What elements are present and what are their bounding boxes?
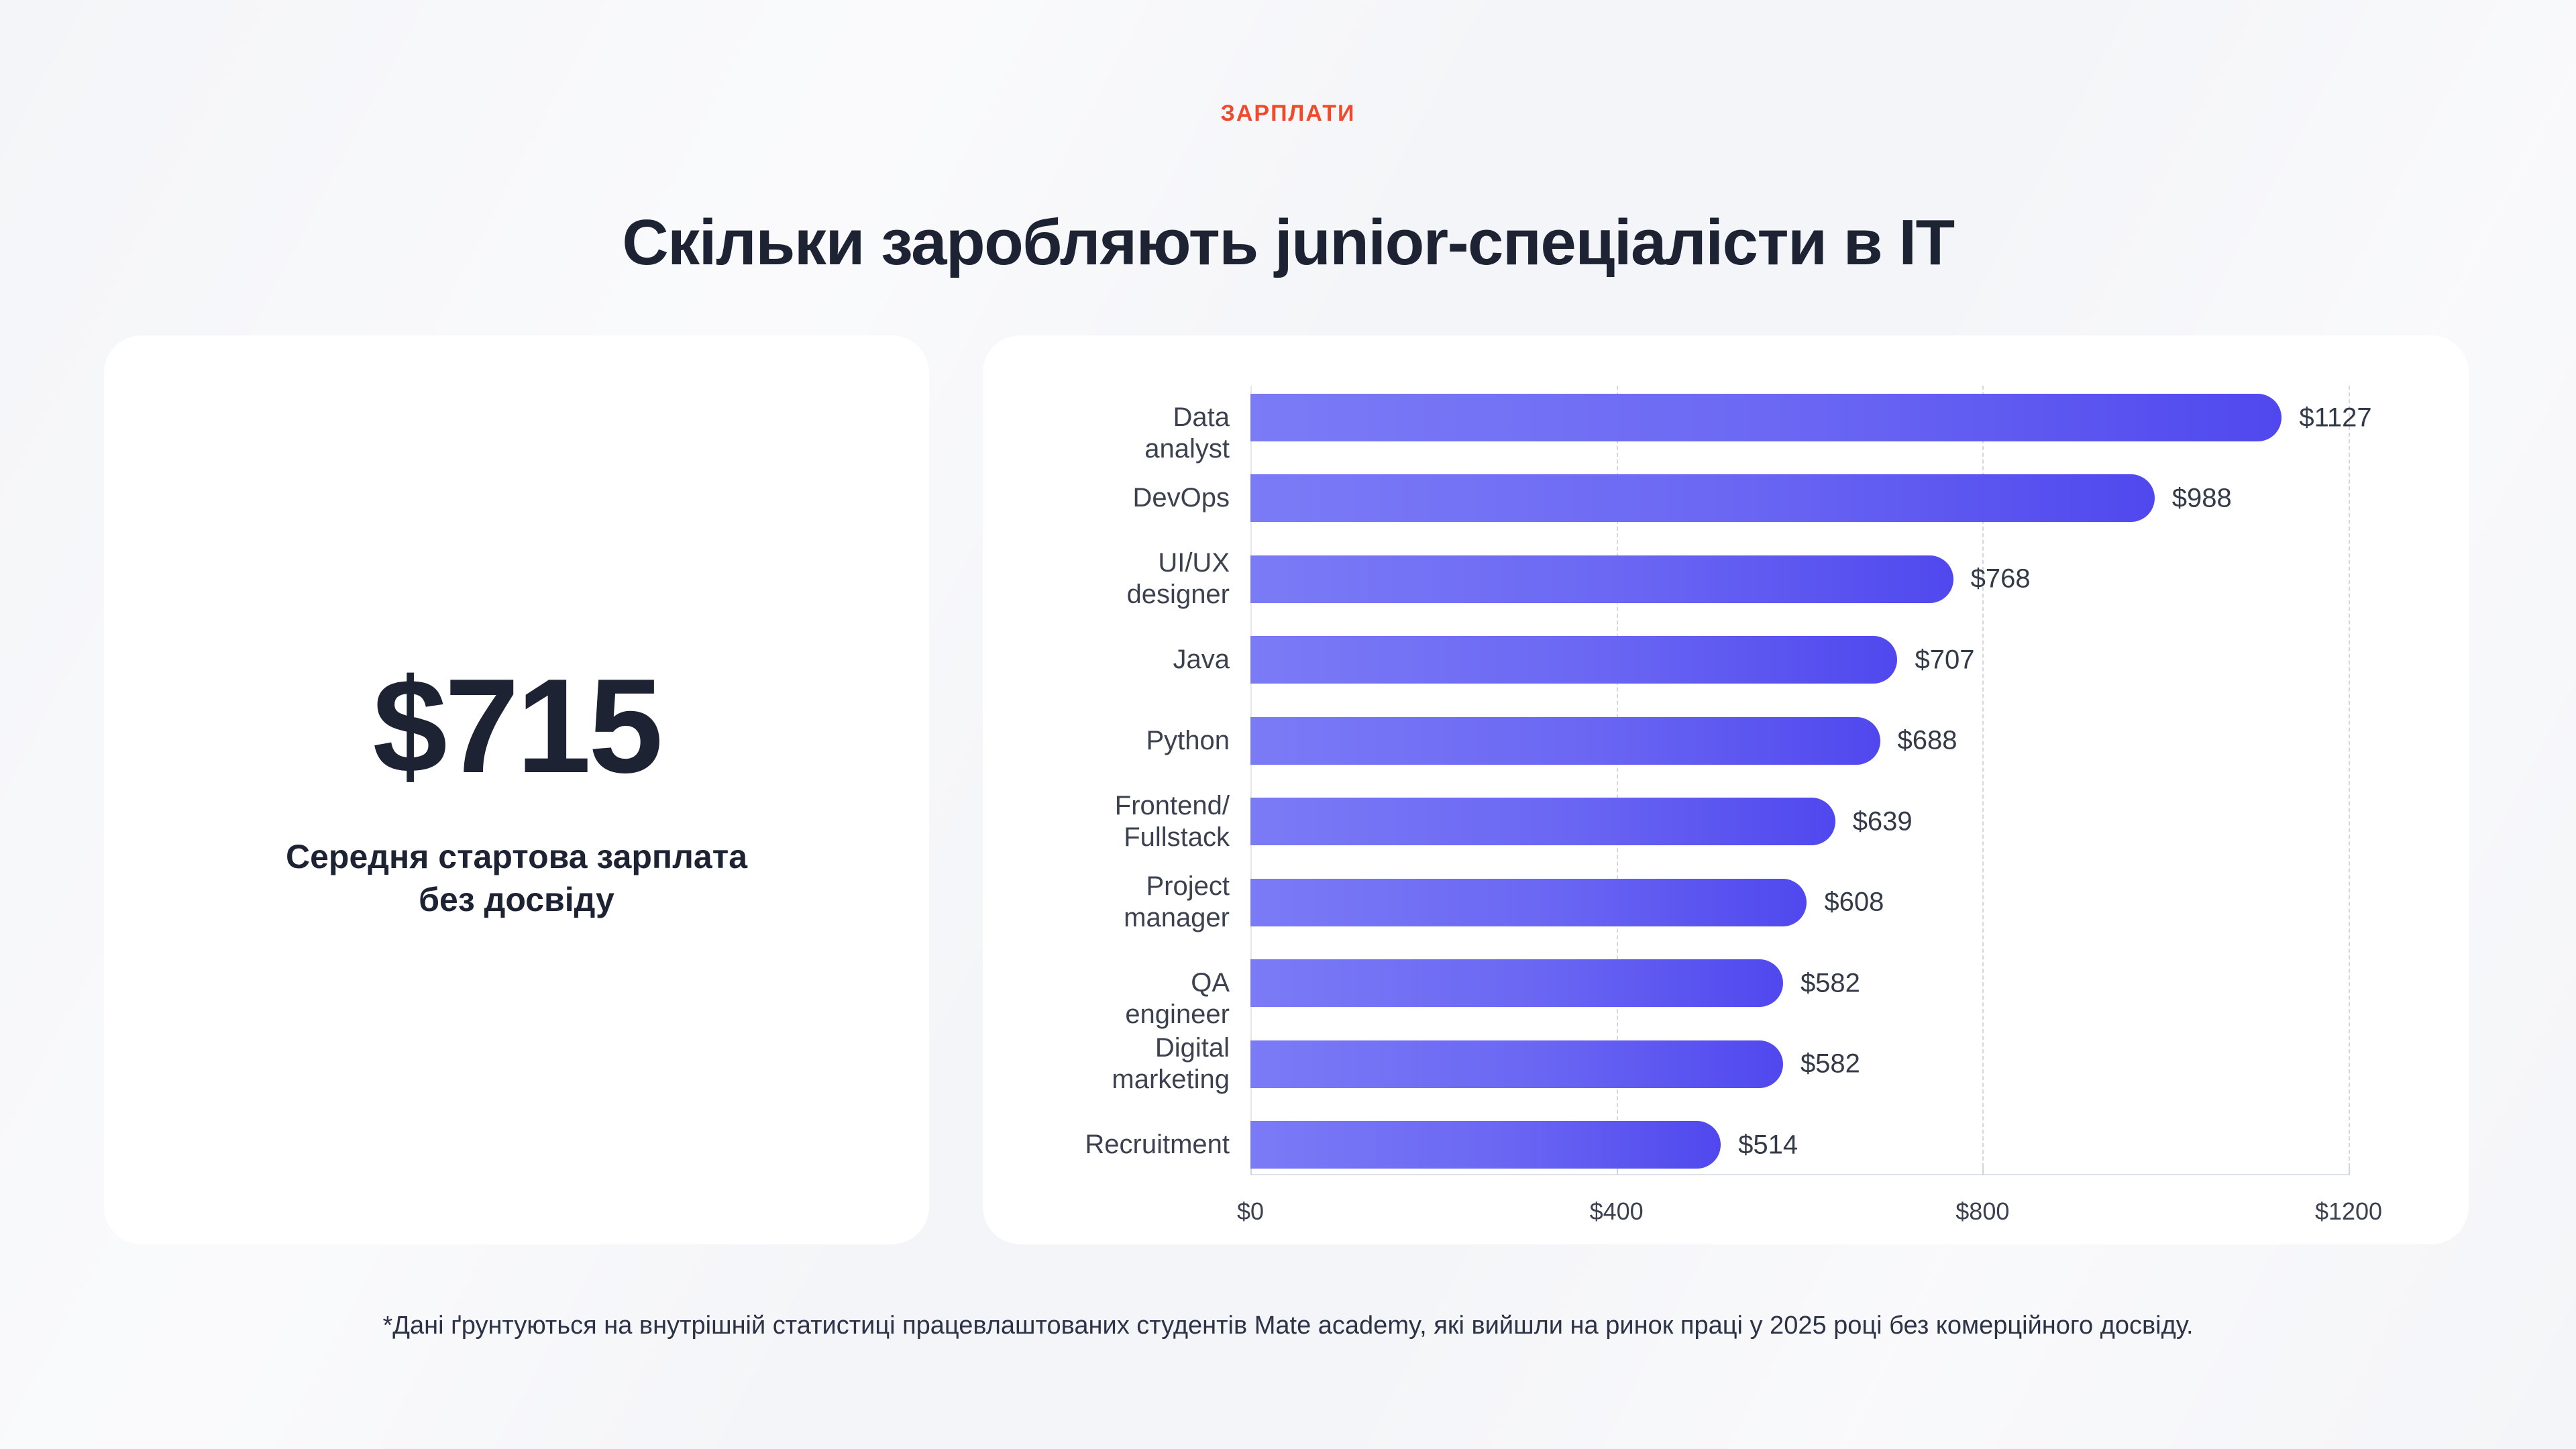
chart-category-label: QA engineer (1125, 968, 1230, 1030)
chart-bar-value-label: $582 (1800, 968, 1860, 998)
x-tick-label: $1200 (2314, 1197, 2383, 1225)
average-salary-card: $715 Середня стартова зарплата без досві… (104, 335, 929, 1244)
chart-bar-row: $582 Digital marketing (1112, 1033, 2349, 1094)
chart-category-label: Python (1146, 725, 1230, 755)
x-tick-mark (2349, 1166, 2350, 1175)
eyebrow-label: ЗАРПЛАТИ (1220, 101, 1356, 126)
chart-bar-row: $988 DevOps (1133, 474, 2349, 523)
x-tick-mark (1982, 1166, 1984, 1175)
chart-bar-value-label: $688 (1897, 725, 1957, 755)
chart-bar (1250, 394, 2282, 441)
x-tick-label: $400 (1589, 1197, 1644, 1225)
average-salary-content: $715 Середня стартова зарплата без досві… (104, 335, 929, 1244)
chart-bar (1250, 1121, 1721, 1169)
chart-bar-row: $688 Python (1146, 716, 2349, 765)
chart-category-label: DevOps (1132, 483, 1230, 513)
chart-bar-value-label: $988 (2171, 483, 2232, 513)
gridline (1982, 386, 1984, 1174)
footnote-text: *Дані ґрунтуються на внутрішній статисти… (382, 1311, 2194, 1340)
x-tick-label: $800 (1955, 1197, 2010, 1225)
chart-bar-value-label: $1127 (2299, 402, 2372, 432)
chart-bar (1250, 878, 1807, 926)
chart-bar (1250, 959, 1783, 1008)
average-salary-value: $715 (372, 651, 663, 801)
chart-bar-value-label: $768 (1970, 564, 2031, 594)
chart-bar (1250, 474, 2155, 523)
chart-bar (1250, 555, 1953, 603)
x-tick-label: $0 (1236, 1197, 1265, 1225)
chart-bar (1250, 716, 1880, 765)
chart-bar-row: $639 Frontend/ Fullstack (1115, 791, 2349, 852)
chart-bar-value-label: $582 (1800, 1049, 1860, 1079)
page-title: Скільки заробляють junior-спеціалісти в … (622, 207, 1955, 279)
chart-plot-area: $1127 Data analyst $988 DevOps $768 UI/UX des… (1085, 386, 2382, 1225)
chart-bar-value-label: $514 (1738, 1130, 1799, 1159)
x-axis-line (1250, 1174, 2349, 1175)
chart-category-label: UI/UX designer (1126, 548, 1230, 610)
chart-bar-row: $514 Recruitment (1085, 1121, 2349, 1169)
chart-bar-row: $768 UI/UX designer (1127, 548, 2349, 609)
chart-bars: $1127 Data analyst $988 DevOps $768 UI/UX des… (1085, 386, 2372, 1174)
chart-bar-row: $1127 Data analyst (1144, 394, 2372, 464)
chart-category-label: Project manager (1124, 871, 1230, 933)
x-tick-mark (1250, 1166, 1252, 1175)
chart-bar-value-label: $639 (1852, 806, 1913, 837)
chart-bar-row: $608 Project manager (1124, 871, 2349, 932)
chart-category-label: Recruitment (1085, 1129, 1230, 1159)
gridline (1616, 386, 1618, 1174)
salary-bar-chart: $1127 Data analyst $988 DevOps $768 UI/UX des… (983, 335, 2469, 1244)
average-salary-label: Середня стартова зарплата без досвіду (285, 837, 747, 918)
chart-bar-row: $707 Java (1173, 636, 2349, 684)
chart-category-label: Data analyst (1144, 402, 1230, 464)
x-tick-mark (1616, 1166, 1618, 1175)
chart-category-label: Frontend/ Fullstack (1114, 790, 1230, 852)
chart-bar (1250, 798, 1835, 846)
y-axis-line (1250, 386, 1252, 1174)
chart-category-label: Digital marketing (1112, 1032, 1230, 1095)
chart-bar (1250, 1040, 1783, 1088)
chart-bar (1250, 636, 1898, 684)
gridline (2349, 386, 2350, 1174)
chart-bar-value-label: $707 (1915, 645, 1975, 675)
salary-chart-card: $1127 Data analyst $988 DevOps $768 UI/UX des… (983, 335, 2469, 1244)
chart-bar-value-label: $608 (1824, 887, 1884, 917)
chart-category-label: Java (1173, 645, 1230, 675)
chart-bar-row: $582 QA engineer (1125, 959, 2349, 1029)
